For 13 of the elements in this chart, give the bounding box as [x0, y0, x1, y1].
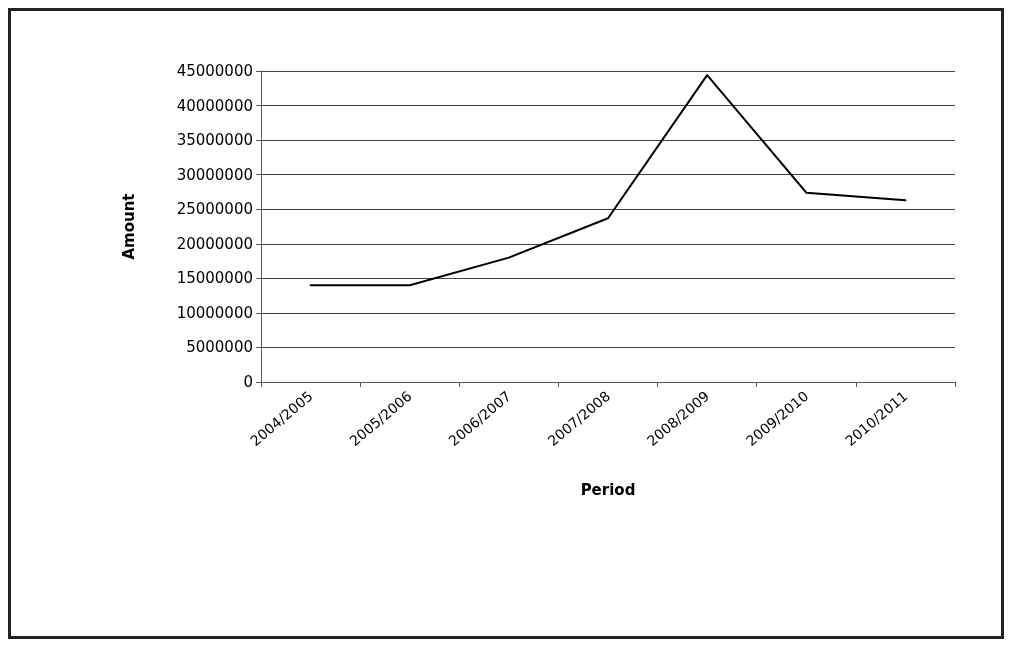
y-tick-label: 0: [243, 373, 253, 391]
y-tick-label: 20000000: [176, 234, 253, 253]
y-tick-label: 15000000: [176, 269, 253, 288]
y-tick-label: 35000000: [176, 131, 253, 150]
line-series: [309, 74, 907, 287]
y-tick-label: 45000000: [176, 62, 253, 80]
y-tick-label: 25000000: [176, 200, 253, 219]
y-tick-label: 5000000: [186, 338, 253, 357]
y-axis-title: Amount: [119, 193, 138, 260]
y-tick-label: 30000000: [176, 165, 253, 184]
x-axis-title: Period: [580, 480, 636, 499]
y-tick-label: 40000000: [176, 96, 253, 115]
y-tick-label: 10000000: [176, 303, 253, 322]
